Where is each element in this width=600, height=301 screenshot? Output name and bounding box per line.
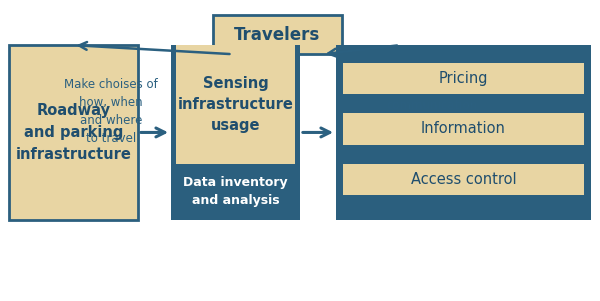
- FancyBboxPatch shape: [171, 45, 300, 220]
- Text: Data inventory
and analysis: Data inventory and analysis: [183, 176, 288, 207]
- FancyBboxPatch shape: [343, 164, 584, 195]
- Text: Sensing
infrastructure
usage: Sensing infrastructure usage: [178, 76, 293, 133]
- Text: Travelers: Travelers: [235, 26, 320, 44]
- Text: Pricing: Pricing: [439, 71, 488, 86]
- FancyBboxPatch shape: [213, 15, 342, 54]
- FancyBboxPatch shape: [343, 113, 584, 145]
- Text: Make choises of
how, when
and where
to travel: Make choises of how, when and where to t…: [64, 78, 158, 145]
- Text: Roadway
and parking
infrastructure: Roadway and parking infrastructure: [16, 103, 131, 162]
- FancyBboxPatch shape: [176, 45, 295, 164]
- FancyBboxPatch shape: [336, 45, 591, 220]
- FancyBboxPatch shape: [9, 45, 138, 220]
- Text: Access control: Access control: [410, 172, 517, 187]
- Text: Management through
communication
technology: Management through communication technol…: [368, 81, 496, 130]
- FancyBboxPatch shape: [343, 63, 584, 94]
- Text: Information: Information: [421, 121, 506, 136]
